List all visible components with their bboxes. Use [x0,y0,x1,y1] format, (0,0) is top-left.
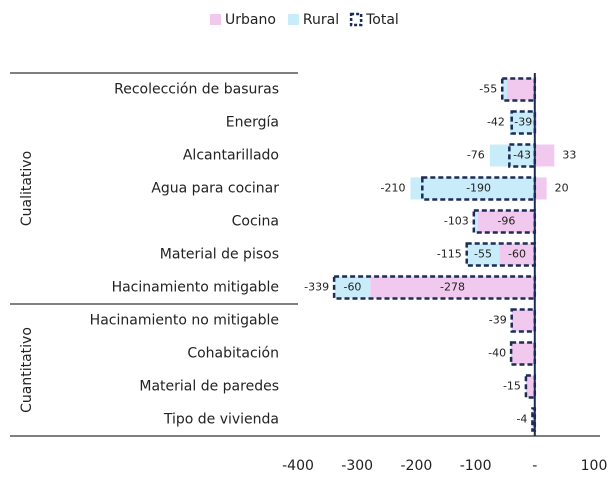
data-label: -115 [437,248,462,261]
category-label: Material de paredes [139,379,279,395]
category-label: Hacinamiento no mitigable [90,313,279,329]
bar-segment [511,342,535,365]
data-label: -40 [488,347,506,360]
data-label: -39 [514,116,532,129]
bar-segment [534,177,547,200]
bar-segment [489,144,535,167]
bar-segment [506,78,535,101]
category-label: Cohabitación [187,346,279,362]
legend-label: Total [365,12,399,28]
data-label: -96 [497,215,515,228]
x-tick-label: -100 [460,458,492,474]
bar-segment [499,243,535,266]
bar-segment [410,177,535,200]
category-label: Cocina [232,214,279,230]
total-outline [531,407,537,432]
bar-segment [534,144,555,167]
bar-segment [473,210,478,233]
data-label: -55 [474,248,492,261]
category-label: Alcantarillado [183,148,279,164]
legend-label: Urbano [225,12,276,28]
total-outline [472,209,537,234]
bar-segment [502,78,507,101]
category-label: Agua para cocinar [151,181,279,197]
category-label: Recolección de basuras [114,82,279,98]
legend-swatch [349,12,363,27]
x-tick-label: -200 [401,458,433,474]
bar-segment [525,375,535,398]
data-label: -190 [466,182,491,195]
bar-segment [477,210,535,233]
legend-swatch [287,14,299,25]
x-tick-label: -400 [282,458,314,474]
category-label: Material de pisos [160,247,279,263]
category-label: Hacinamiento mitigable [112,280,279,296]
group-label: Cualitativo [19,151,35,226]
data-label: -39 [489,314,507,327]
data-label: -4 [516,413,527,426]
legend-swatch [210,14,221,25]
data-label: -15 [503,380,521,393]
bar-segment [511,309,535,332]
legend-label: Rural [303,12,339,28]
data-label: 20 [555,182,569,195]
data-label: -210 [381,182,406,195]
total-outline [465,242,537,267]
x-tick-label: - [532,458,537,474]
group-label: Cuantitativo [19,327,35,413]
category-label: Tipo de vivienda [163,412,279,428]
x-tick-label: -300 [341,458,373,474]
data-label: -76 [467,149,485,162]
bar-segment [466,243,500,266]
data-label: 33 [562,149,576,162]
data-label: -339 [304,281,329,294]
data-label: -103 [444,215,469,228]
bar-segment [334,276,371,299]
data-label: -60 [508,248,526,261]
x-tick-label: 100 [581,458,608,474]
data-label: -55 [479,83,497,96]
bar-segment [370,276,535,299]
data-label: -60 [343,281,361,294]
category-label: Energía [226,115,279,131]
bar-segment [532,408,535,431]
data-label: -43 [513,149,531,162]
data-label: -278 [440,281,465,294]
data-label: -42 [487,116,505,129]
bar-segment [509,111,535,134]
